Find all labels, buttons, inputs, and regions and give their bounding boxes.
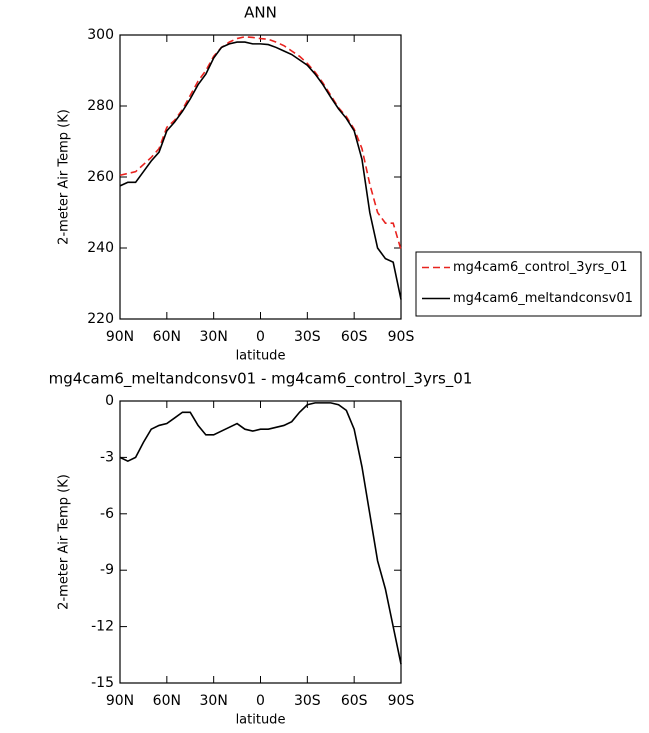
legend-box	[415, 251, 642, 317]
y-tick-label: -12	[91, 619, 114, 635]
x-tick-label: 60N	[153, 693, 181, 709]
data-line	[119, 402, 402, 665]
x-tick-label: 30S	[294, 693, 321, 709]
y-tick-label: 220	[87, 311, 114, 327]
y-tick-label: -3	[100, 449, 114, 465]
y-tick-label: 280	[87, 98, 114, 114]
chart-title: ANN	[244, 4, 277, 22]
x-tick-label: 0	[256, 329, 265, 345]
y-tick-label: -15	[91, 675, 114, 691]
x-axis-label: latitude	[236, 713, 286, 728]
x-tick-label: 90S	[388, 693, 415, 709]
x-tick-label: 30N	[200, 693, 228, 709]
chart-title: mg4cam6_meltandconsv01 - mg4cam6_control…	[49, 370, 473, 389]
y-tick-label: -9	[100, 562, 114, 578]
x-tick-label: 30N	[200, 329, 228, 345]
x-tick-label: 60N	[153, 329, 181, 345]
x-tick-label: 30S	[294, 329, 321, 345]
y-tick-label: 240	[87, 240, 114, 256]
plot-frame	[119, 400, 402, 684]
y-axis-label: 2-meter Air Temp (K)	[57, 474, 72, 610]
x-tick-label: 0	[256, 693, 265, 709]
plot-frame	[119, 34, 402, 320]
data-line	[119, 41, 402, 300]
x-tick-label: 90N	[106, 329, 134, 345]
x-tick-label: 60S	[341, 329, 368, 345]
y-axis-label: 2-meter Air Temp (K)	[57, 109, 72, 245]
x-axis-label: latitude	[236, 349, 286, 364]
y-tick-label: -6	[100, 506, 114, 522]
x-tick-label: 90S	[388, 329, 415, 345]
x-tick-label: 90N	[106, 693, 134, 709]
legend-label: mg4cam6_meltandconsv01	[453, 291, 633, 306]
y-tick-label: 300	[87, 27, 114, 43]
y-tick-label: 0	[105, 393, 114, 409]
legend-label: mg4cam6_control_3yrs_01	[453, 260, 627, 275]
y-tick-label: 260	[87, 169, 114, 185]
data-line	[119, 35, 402, 251]
x-tick-label: 60S	[341, 693, 368, 709]
